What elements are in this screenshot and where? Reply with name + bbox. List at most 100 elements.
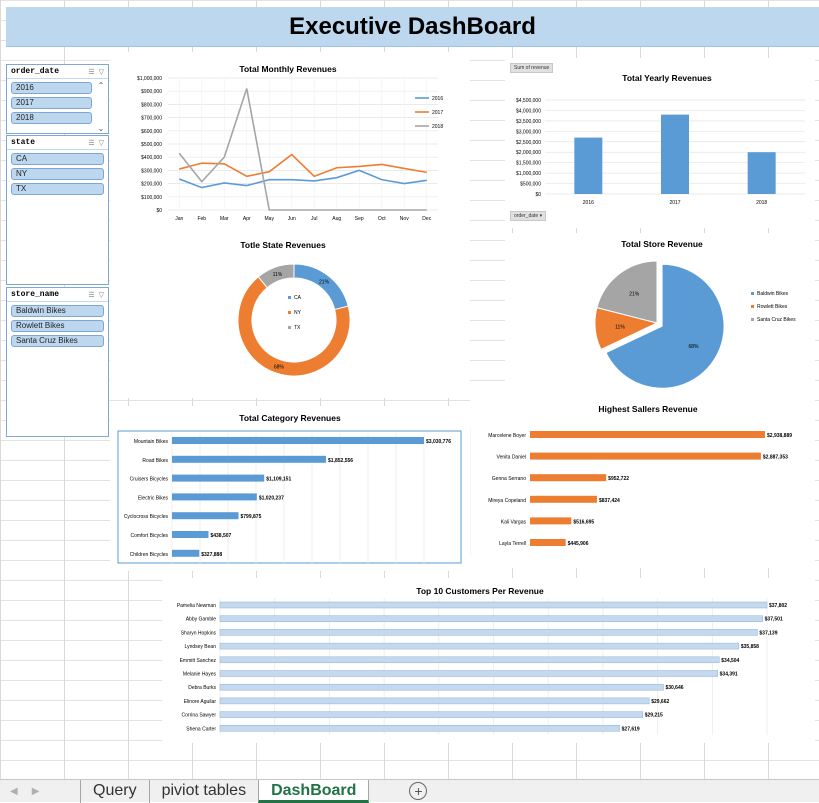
data-label: $1,852,556 [328,458,353,464]
data-label: 68% [274,365,285,371]
tab-dashboard[interactable]: DashBoard [258,779,370,803]
slicer-item-ny[interactable]: NY [11,168,104,180]
sum-of-revenue-field-button[interactable]: Sum of revenue [510,63,554,73]
data-label: 21% [629,292,640,298]
x-tick-label: Nov [400,216,409,222]
data-label: $327,888 [201,552,222,558]
slicer-item-baldwin[interactable]: Baldwin Bikes [11,305,104,317]
x-tick-label: Sep [355,216,364,222]
sheet-nav: ◀ ▶ [0,786,80,797]
multi-select-icon[interactable]: ☰ [88,139,95,147]
legend-label: 2017 [432,110,443,116]
slicer-item-tx[interactable]: TX [11,183,104,195]
bar-0 [530,431,765,438]
x-tick-label: Feb [197,216,206,222]
category-label: Road Bikes [142,458,168,464]
slicer-item-santa-cruz[interactable]: Santa Cruz Bikes [11,335,104,347]
bar-3 [530,495,597,503]
data-label: $516,695 [573,519,594,525]
category-label: Sharyn Hopkins [181,630,217,636]
chart-title: Total Store Revenue [621,239,703,249]
series-line-2018 [178,88,427,211]
order-date-field-label: order_date [514,213,539,219]
bar-1 [530,452,761,460]
category-label: Comfort Bicycles [130,533,168,539]
bar-2018 [747,152,776,194]
x-tick-label: Jan [175,216,183,222]
legend-label: CA [294,295,302,301]
scroll-up-icon[interactable]: ⌃ [97,81,105,90]
next-sheet-icon[interactable]: ▶ [31,785,40,797]
yearly-revenue-chart[interactable]: Total Yearly Revenues $0 $500,000 $1,000,00… [505,58,815,228]
order-date-field-button[interactable]: order_date ▾ [510,211,547,221]
y-tick-label: $4,500,000 [516,98,541,104]
state-revenue-chart[interactable]: Totle State Revenues 21% 68% 11% CA NY TX [110,235,470,398]
category-label: Mountain Bikes [134,439,169,445]
bar-2 [219,629,758,636]
legend-swatch [288,311,291,314]
customers-revenue-chart[interactable]: Top 10 Customers Per Revenue Pamelia Newm… [162,578,815,743]
data-label: $37,802 [769,603,787,609]
legend-swatch [751,318,754,321]
x-tick-label: Apr [243,216,251,222]
clear-filter-icon[interactable]: ▽ [98,291,104,299]
multi-select-icon[interactable]: ☰ [88,68,95,76]
slicer-item-rowlett[interactable]: Rowlett Bikes [11,320,104,332]
data-label: $952,722 [608,476,629,482]
legend-swatch [751,292,754,295]
store-revenue-chart[interactable]: Total Store Revenue 68% 11% 21% Baldwin Bike… [505,233,815,398]
category-revenue-chart[interactable]: Total Category Revenues Mountain Bikes $3,… [110,406,470,571]
slicer-item-2017[interactable]: 2017 [11,97,92,109]
category-label: Melanie Hayes [183,672,217,678]
x-tick-label: Jun [288,216,296,222]
yearly-chart-svg: Total Yearly Revenues $0 $500,000 $1,000,00… [516,73,805,206]
category-label: Electric Bikes [138,495,169,501]
clear-filter-icon[interactable]: ▽ [98,68,104,76]
clear-filter-icon[interactable]: ▽ [98,139,104,147]
y-tick-label: $800,000 [141,102,162,108]
legend-swatch [751,305,754,308]
series-line-2016 [178,169,427,189]
data-label: $34,391 [720,672,738,678]
monthly-revenue-chart[interactable]: Total Monthly Revenues $0 $100,000 $200,000… [110,52,470,237]
slicer-title: order_date [11,67,60,76]
legend-label: NY [294,310,302,316]
tab-pivot-tables[interactable]: piviot tables [148,779,259,803]
chart-title: Total Category Revenues [239,413,341,423]
bar-3 [219,642,740,650]
bar-0 [219,601,768,609]
slicer-item-2016[interactable]: 2016 [11,82,92,94]
slicer-item-ca[interactable]: CA [11,153,104,165]
slicer-scrollbar[interactable]: ⌃ ⌄ [96,81,106,133]
prev-sheet-icon[interactable]: ◀ [10,785,18,797]
y-tick-label: $100,000 [141,195,162,201]
legend-label: 2016 [432,96,443,102]
scroll-down-icon[interactable]: ⌄ [97,124,105,133]
sellers-revenue-chart[interactable]: Highest Sallers Revenue Marcelene Boyer $2… [470,398,815,568]
bar-7 [219,697,650,705]
multi-select-icon[interactable]: ☰ [88,291,95,299]
slicer-order-date: order_date ☰ ▽ 2016 2017 2018 ⌃ ⌄ [6,64,109,134]
data-label: $29,662 [651,699,669,705]
legend-swatch [288,296,291,299]
y-tick-label: $300,000 [141,168,162,174]
store-chart-svg: Total Store Revenue 68% 11% 21% Baldwin Bike… [594,239,796,389]
slice-Baldwin Bikes [605,263,725,389]
category-label: Elinore Aguilar [184,699,217,705]
x-tick-label: Dec [422,216,431,222]
data-label: $37,139 [759,630,777,636]
x-tick-label: Aug [332,216,341,222]
data-label: $1,020,237 [259,495,284,501]
category-label: Lyndsey Bean [184,644,216,650]
data-label: $34,504 [721,658,739,664]
tab-query[interactable]: Query [80,779,149,803]
y-tick-label: $3,000,000 [516,129,541,135]
chart-title: Highest Sallers Revenue [598,404,697,414]
add-sheet-icon[interactable]: + [409,782,428,800]
slicer-item-2018[interactable]: 2018 [11,112,92,124]
bar-0 [172,437,424,444]
y-tick-label: $4,000,000 [516,108,541,114]
category-chart-svg: Total Category Revenues Mountain Bikes $3,… [117,413,462,565]
y-tick-label: $1,000,000 [516,171,541,177]
data-label: $35,858 [741,644,759,650]
